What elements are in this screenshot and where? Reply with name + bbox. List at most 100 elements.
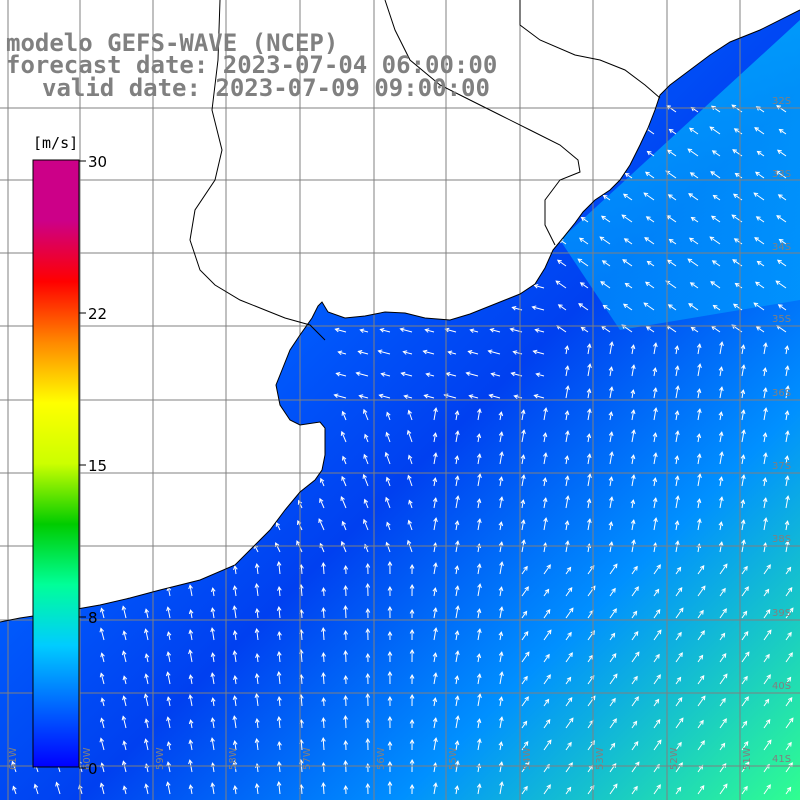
wind-arrow <box>454 475 460 487</box>
wind-arrow <box>424 328 435 333</box>
wind-arrow <box>498 521 504 531</box>
wind-arrow <box>763 698 770 707</box>
wind-arrow <box>734 172 743 179</box>
wind-arrow <box>477 628 482 641</box>
wind-arrow <box>188 694 193 707</box>
wind-arrow <box>719 608 727 619</box>
wind-arrow <box>667 194 677 201</box>
wind-arrow <box>386 521 391 531</box>
wind-arrow <box>718 431 724 443</box>
wind-arrow <box>652 477 658 487</box>
wind-arrow <box>675 540 680 553</box>
wind-arrow <box>531 305 545 311</box>
wind-arrow <box>489 327 501 333</box>
wind-arrow <box>600 215 611 223</box>
wind-arrow <box>521 651 530 663</box>
wind-arrow <box>689 172 699 179</box>
wind-arrow <box>631 696 639 707</box>
wind-arrow <box>785 696 793 707</box>
wind-arrow <box>318 518 325 531</box>
wind-arrow <box>653 588 660 597</box>
wind-arrow <box>785 652 793 663</box>
wind-arrow <box>542 497 548 509</box>
wind-arrow <box>587 408 592 421</box>
wind-arrow <box>675 607 684 619</box>
wind-arrow <box>543 588 550 597</box>
wind-arrow <box>674 365 680 377</box>
wind-arrow <box>778 238 787 245</box>
wind-arrow <box>666 259 677 267</box>
wind-arrow <box>652 497 658 509</box>
wind-arrow <box>402 350 413 355</box>
wind-arrow <box>564 475 570 487</box>
wind-arrow <box>741 565 748 575</box>
wind-arrow <box>784 475 790 487</box>
wind-arrow <box>542 432 548 443</box>
wind-arrow <box>422 349 435 355</box>
wind-arrow <box>432 607 438 619</box>
wind-arrow <box>432 432 438 443</box>
wind-arrow <box>754 127 765 135</box>
wind-arrow <box>166 586 172 597</box>
wind-arrow <box>711 150 721 157</box>
wind-arrow <box>687 258 699 267</box>
wind-arrow <box>55 781 61 795</box>
wind-arrow <box>630 389 636 399</box>
wind-arrow <box>365 627 371 641</box>
wind-arrow <box>688 127 699 135</box>
wind-arrow <box>763 517 768 531</box>
wind-arrow <box>409 608 415 619</box>
colorbar-tick-label: 8 <box>88 609 98 627</box>
wind-arrow <box>477 473 482 487</box>
wind-arrow <box>710 105 721 113</box>
wind-arrow <box>407 474 413 487</box>
wind-arrow <box>564 410 570 421</box>
wind-arrow <box>608 366 614 377</box>
wind-arrow <box>609 718 617 729</box>
wind-arrow <box>762 497 768 509</box>
wind-arrow <box>565 676 572 685</box>
wind-arrow <box>718 476 724 487</box>
wind-arrow <box>741 610 748 619</box>
longitude-labels: 61W 60W 59W 58W 57W 56W 55W 54W 53W 52W 51W <box>8 747 753 770</box>
wind-arrow <box>319 497 325 509</box>
wind-arrow <box>276 761 282 773</box>
wind-arrow <box>455 540 460 553</box>
latitude-label: 32S <box>772 96 791 107</box>
wind-arrow <box>674 345 680 355</box>
wind-arrow <box>565 495 570 509</box>
wind-arrow <box>785 540 790 553</box>
wind-arrow <box>334 327 347 333</box>
wind-arrow <box>565 430 570 443</box>
wind-arrow <box>476 718 482 729</box>
wind-arrow <box>364 433 369 443</box>
wind-arrow <box>696 453 702 465</box>
wind-arrow <box>675 717 684 729</box>
wind-arrow <box>675 741 682 751</box>
wind-arrow <box>476 783 482 795</box>
wind-arrow <box>455 495 460 509</box>
wind-arrow <box>718 521 724 531</box>
wind-arrow <box>763 718 771 729</box>
wind-arrow <box>409 783 415 795</box>
wind-arrow <box>477 693 482 707</box>
wind-arrow <box>423 393 435 399</box>
wind-arrow <box>469 328 479 334</box>
wind-arrow <box>144 608 150 619</box>
wind-arrow <box>276 781 282 795</box>
wind-arrow <box>652 387 658 399</box>
wind-arrow <box>608 476 614 487</box>
wind-arrow <box>674 410 680 421</box>
wind-arrow <box>697 764 704 773</box>
wind-arrow <box>232 650 238 663</box>
wind-arrow <box>609 587 616 597</box>
wind-arrow <box>277 631 282 641</box>
wind-arrow <box>775 170 787 179</box>
wind-arrow <box>741 429 746 443</box>
wind-arrow <box>343 604 348 619</box>
wind-arrow <box>785 385 790 399</box>
wind-arrow <box>335 371 347 377</box>
wind-arrow <box>741 586 749 597</box>
wind-arrow <box>498 541 504 553</box>
wind-arrow <box>586 343 592 355</box>
